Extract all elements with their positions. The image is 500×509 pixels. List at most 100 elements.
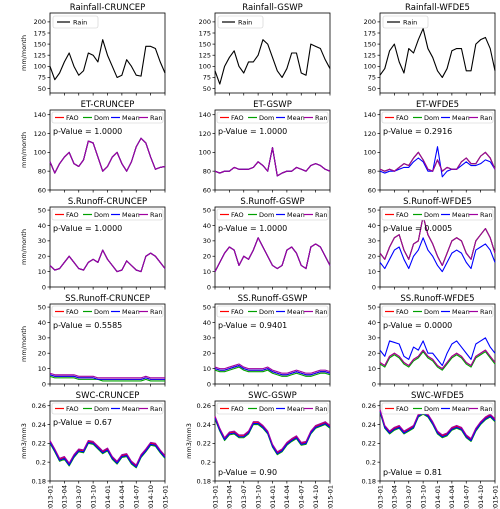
legend-label: Mean (122, 211, 140, 219)
series-line-dom (49, 249, 166, 273)
series-line-dom (49, 137, 166, 174)
panel-swc-wfde5: SWC-WFDE5 0.18 0.2 0.22 0.24 0.26 FAO Dom Mean Ra… (362, 391, 500, 509)
panel-s-runoff-wfde5: S.Runoff-WFDE5 0 10 20 30 40 50 FAO Dom Mean Ran p-… (368, 197, 496, 291)
y-tick-label: 0.26 (362, 402, 376, 410)
x-tick-label: 2014-07 (463, 485, 471, 509)
series-line-mean (49, 441, 166, 468)
legend-label: Mean (452, 308, 470, 316)
series-line-rain (214, 39, 331, 85)
panel-s-runoff-cruncep: S.Runoff-CRUNCEP 0 10 20 30 40 50 mm/month FAO Do… (20, 197, 166, 291)
y-axis-label: mm/month (20, 326, 28, 362)
y-tick-label: 175 (199, 29, 211, 37)
legend-box (216, 111, 329, 124)
y-tick-label: 0.22 (32, 440, 46, 448)
legend-label: Ran (480, 114, 492, 122)
panel-title: Rainfall-GSWP (242, 3, 303, 13)
legend-label: Dom (259, 405, 274, 413)
y-tick-label: 10 (368, 268, 376, 276)
x-tick-label: 2013-10 (89, 485, 97, 509)
legend-label: Mean (452, 405, 470, 413)
legend-box (51, 305, 164, 318)
legend-box (381, 208, 494, 221)
series-line-ran (49, 372, 165, 379)
series-line-mean (214, 417, 331, 455)
y-tick-label: 0.2 (36, 458, 46, 466)
y-tick-label: 100 (34, 63, 46, 71)
x-tick-label: 2013-04 (391, 485, 399, 509)
legend-label: Ran (315, 308, 327, 316)
x-tick-label: 2013-04 (61, 485, 69, 509)
y-tick-label: 0.2 (366, 458, 376, 466)
series-line-rain (379, 28, 496, 78)
series-line-ran (49, 137, 166, 174)
series-line-ran (49, 439, 166, 466)
y-tick-label: 20 (203, 253, 211, 261)
series-line-fao (49, 249, 166, 273)
y-axis-label: mm3/mm3 (185, 423, 193, 459)
x-tick-label: 2014-04 (283, 485, 291, 509)
y-tick-label: 100 (199, 63, 211, 71)
y-tick-label: 10 (38, 365, 46, 373)
panel-et-gswp: ET-GSWP 60 80 100 120 140 FAO Dom Mean Ran p-Value… (199, 100, 331, 194)
x-tick-label: 2014-07 (298, 485, 306, 509)
series-line-ran (214, 237, 331, 272)
legend-label: FAO (231, 114, 244, 122)
legend-box (217, 15, 264, 29)
y-tick-label: 0 (42, 283, 46, 291)
panel-title: SS.Runoff-GSWP (238, 294, 308, 304)
y-tick-label: 120 (364, 130, 376, 138)
y-tick-label: 0.24 (362, 421, 376, 429)
legend-box (381, 111, 494, 124)
x-tick-label: 2014-01 (104, 485, 112, 509)
y-tick-label: 30 (368, 334, 376, 342)
series-line-mean (214, 147, 331, 177)
y-axis-label: mm/month (20, 132, 28, 168)
panel-title: S.Runoff-GSWP (240, 197, 304, 207)
series-line-mean (49, 137, 166, 174)
legend-label: Dom (424, 211, 439, 219)
legend-label: FAO (231, 308, 244, 316)
legend-label: Mean (452, 114, 470, 122)
series-line-ran (379, 349, 496, 370)
x-tick-label: 2014-01 (434, 485, 442, 509)
panel-rainfall-cruncep: Rainfall-CRUNCEP 50 75 100 125 150 175 200 mm/mo… (20, 3, 166, 96)
series-line-ran (379, 215, 496, 267)
legend-label: Mean (287, 308, 305, 316)
panel-title: ET-WFDE5 (416, 100, 459, 110)
y-tick-label: 125 (199, 52, 211, 60)
y-tick-label: 0 (207, 380, 211, 388)
series-line-dom (379, 351, 496, 371)
legend-label: Ran (315, 405, 327, 413)
x-tick-label: 2013-07 (240, 485, 248, 509)
x-tick-label: 2015-01 (491, 485, 499, 509)
legend-label: FAO (66, 114, 79, 122)
y-tick-label: 50 (38, 303, 46, 311)
y-tick-label: 0 (42, 380, 46, 388)
x-tick-label: 2014-07 (133, 485, 141, 509)
y-tick-label: 60 (38, 186, 46, 194)
x-tick-label: 2014-04 (118, 485, 126, 509)
y-tick-label: 100 (34, 149, 46, 157)
y-tick-label: 0.18 (362, 477, 376, 485)
series-line-mean (379, 146, 496, 178)
y-tick-label: 140 (34, 111, 46, 119)
y-tick-label: 80 (38, 167, 46, 175)
y-tick-label: 10 (38, 268, 46, 276)
legend-label: Dom (424, 114, 439, 122)
x-tick-label: 2013-01 (46, 485, 54, 509)
panel-ss-runoff-cruncep: SS.Runoff-CRUNCEP 0 10 20 30 40 50 mm/month FAO D… (20, 294, 166, 388)
panel-title: Rainfall-CRUNCEP (70, 3, 146, 13)
x-tick-label: 2013-07 (405, 485, 413, 509)
panel-title: S.Runoff-CRUNCEP (68, 197, 147, 207)
legend-label: Dom (94, 308, 109, 316)
legend-box (216, 208, 329, 221)
p-value-annotation: p-Value = 0.2916 (383, 127, 452, 136)
legend-label: Ran (480, 405, 492, 413)
series-line-fao (214, 237, 331, 272)
series-line-ran (379, 409, 496, 440)
y-tick-label: 30 (38, 237, 46, 245)
series-line-fao (49, 137, 166, 174)
p-value-annotation: p-Value = 0.0000 (383, 321, 452, 330)
legend-label: FAO (66, 405, 79, 413)
